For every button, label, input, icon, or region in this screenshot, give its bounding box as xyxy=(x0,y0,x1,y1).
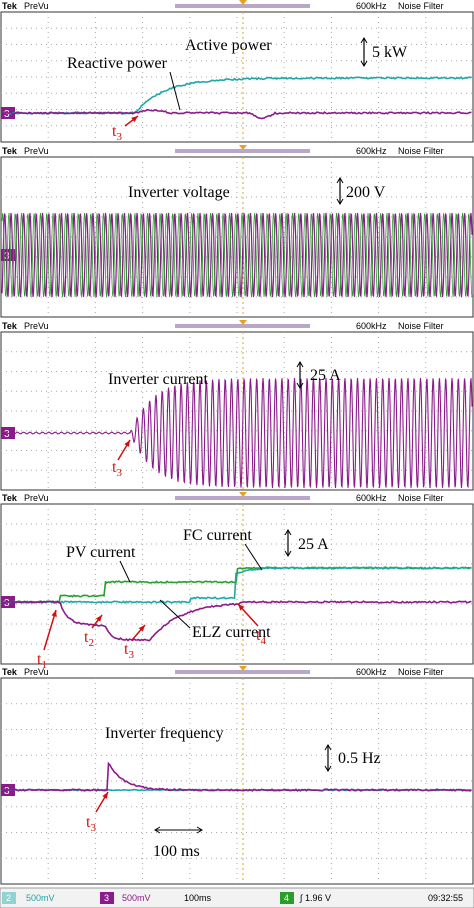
record-bar xyxy=(175,149,310,153)
time-marker-sub: 2 xyxy=(88,637,94,649)
time-marker-sub: 3 xyxy=(116,131,122,143)
header-bandwidth: 600kHz xyxy=(356,321,387,331)
scale-label: 25 A xyxy=(310,367,341,384)
ch4: 4 xyxy=(284,893,289,903)
timebase: 100ms xyxy=(184,893,212,903)
label: PV current xyxy=(66,544,136,561)
scope-screenshot: Tek PreVu 600kHz Noise Filter 3 Active power R… xyxy=(0,0,474,908)
header-brand: Tek xyxy=(2,321,18,331)
label: Reactive power xyxy=(67,55,168,72)
scale-label: 0.5 Hz xyxy=(338,750,381,767)
label: Inverter frequency xyxy=(105,725,224,742)
header-filter: Noise Filter xyxy=(398,493,444,503)
record-bar xyxy=(175,324,310,328)
header-mode: PreVu xyxy=(24,321,49,331)
status-bar xyxy=(0,888,474,908)
header-brand: Tek xyxy=(2,667,18,677)
header-mode: PreVu xyxy=(24,146,49,156)
channel-label: 3 xyxy=(4,786,10,797)
header-bandwidth: 600kHz xyxy=(356,493,387,503)
record-bar xyxy=(175,4,310,8)
header-filter: Noise Filter xyxy=(398,1,444,11)
channel-label: 3 xyxy=(4,109,10,120)
time-marker-sub: 3 xyxy=(128,649,134,661)
label: Active power xyxy=(185,37,272,54)
time-scale-label: 100 ms xyxy=(153,843,200,860)
record-bar xyxy=(175,496,310,500)
ch2: 2 xyxy=(6,893,11,903)
scale-label: 5 kW xyxy=(372,44,408,61)
ch3: 3 xyxy=(104,893,109,903)
clock: 09:32:55 xyxy=(428,893,463,903)
header-brand: Tek xyxy=(2,146,18,156)
record-bar xyxy=(175,670,310,674)
header-filter: Noise Filter xyxy=(398,321,444,331)
header-bandwidth: 600kHz xyxy=(356,1,387,11)
scale-label: 25 A xyxy=(298,536,329,553)
header-mode: PreVu xyxy=(24,667,49,677)
time-marker-sub: 3 xyxy=(90,822,96,834)
trigger: ∫ 1.96 V xyxy=(299,893,331,903)
label: FC current xyxy=(183,527,252,544)
header-filter: Noise Filter xyxy=(398,667,444,677)
header-bandwidth: 600kHz xyxy=(356,667,387,677)
scale-label: 200 V xyxy=(346,184,386,201)
header-mode: PreVu xyxy=(24,1,49,11)
header-filter: Noise Filter xyxy=(398,146,444,156)
header-bandwidth: 600kHz xyxy=(356,146,387,156)
label: Inverter voltage xyxy=(128,184,230,201)
channel-label: 3 xyxy=(4,429,10,440)
time-marker-sub: 4 xyxy=(260,635,266,647)
ch3-scale: 500mV xyxy=(122,893,151,903)
ch2-scale: 500mV xyxy=(26,893,55,903)
time-marker-sub: 3 xyxy=(116,467,122,479)
header-brand: Tek xyxy=(2,1,18,11)
label: Inverter current xyxy=(108,371,208,388)
header-brand: Tek xyxy=(2,493,18,503)
header-mode: PreVu xyxy=(24,493,49,503)
